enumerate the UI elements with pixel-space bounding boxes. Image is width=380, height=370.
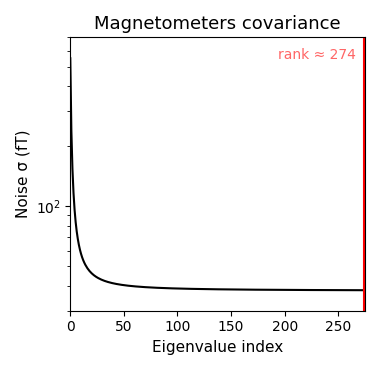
X-axis label: Eigenvalue index: Eigenvalue index: [152, 340, 283, 355]
Title: Magnetometers covariance: Magnetometers covariance: [94, 15, 341, 33]
Text: rank ≈ 274: rank ≈ 274: [278, 48, 356, 62]
Y-axis label: Noise σ (fT): Noise σ (fT): [15, 130, 30, 218]
